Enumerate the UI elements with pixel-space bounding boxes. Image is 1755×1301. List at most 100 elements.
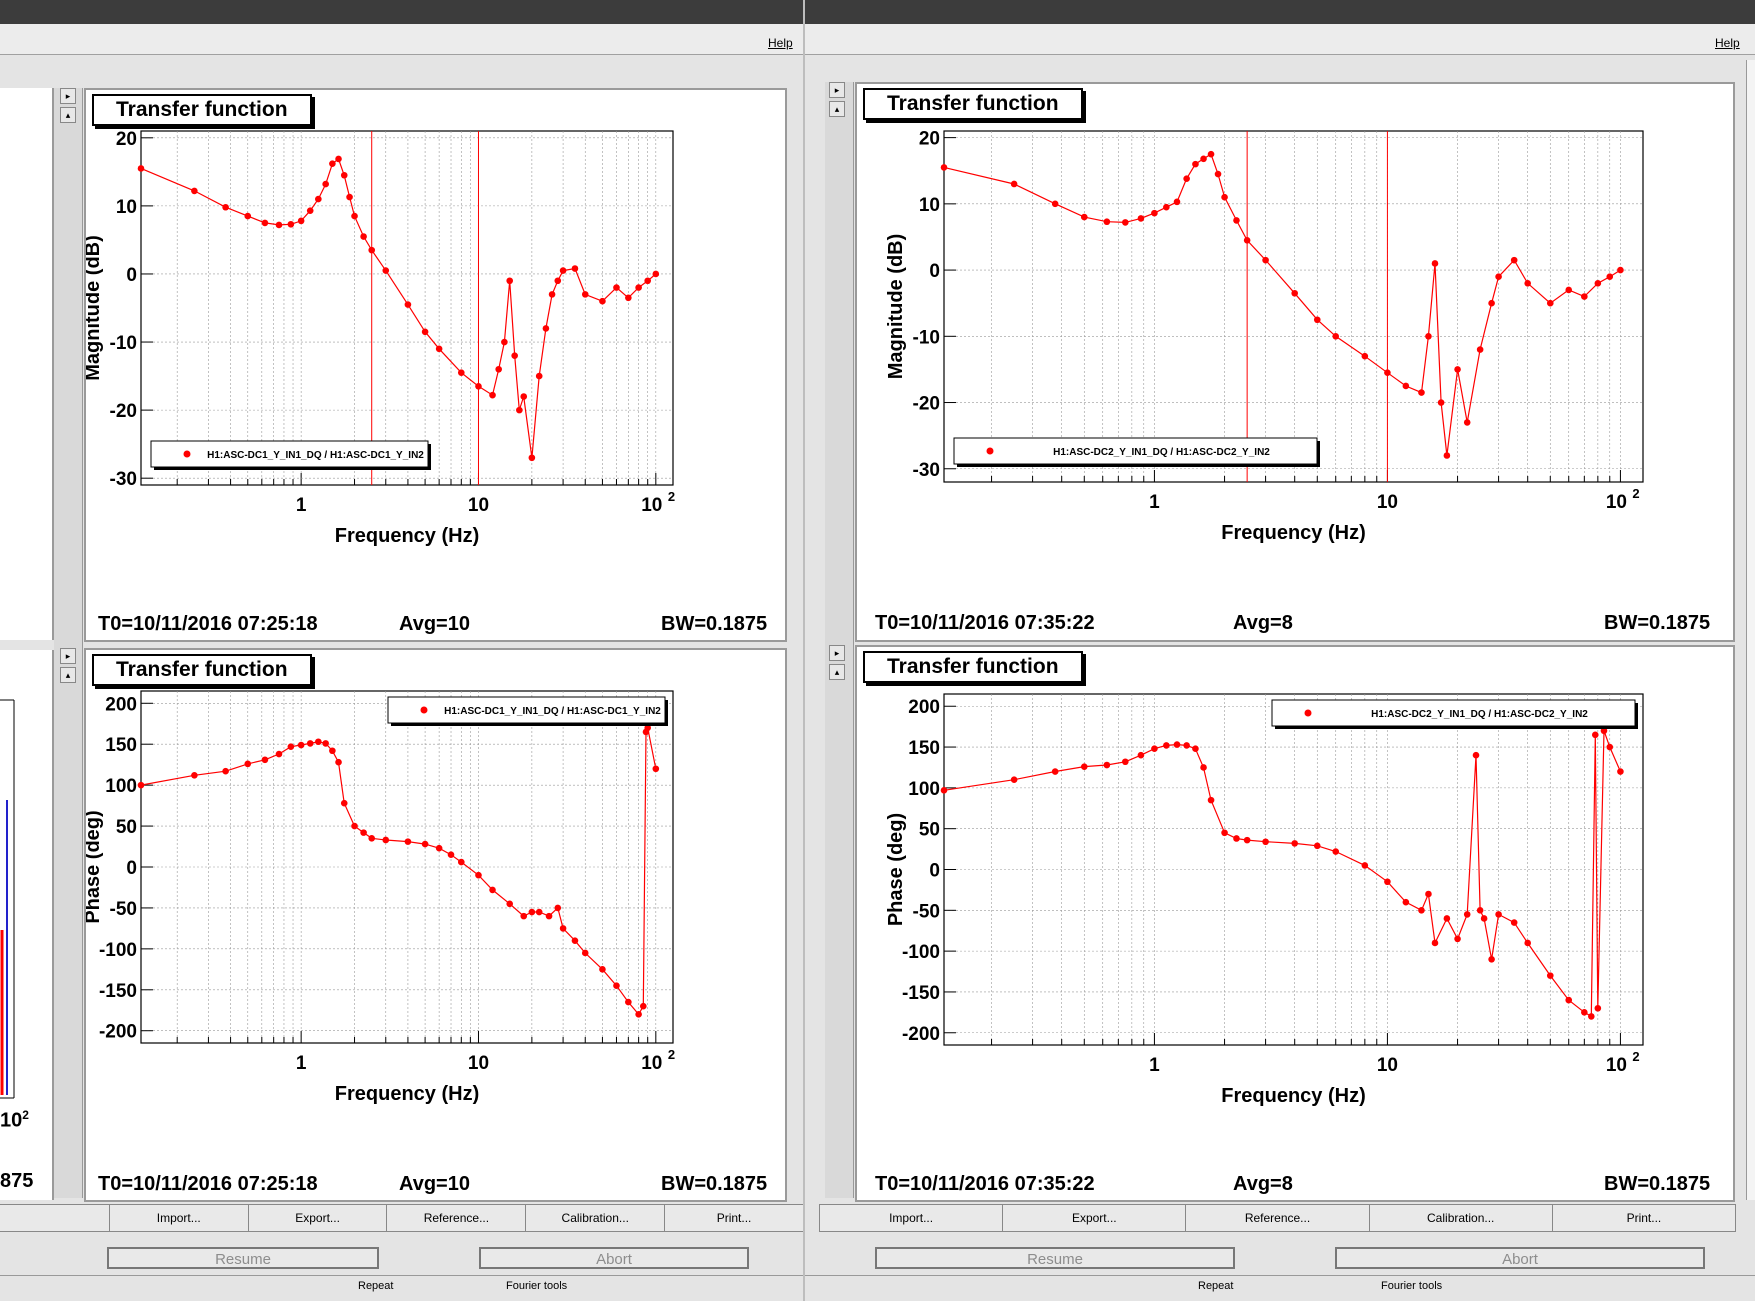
data-point: [528, 454, 536, 462]
data-point: [1173, 741, 1181, 748]
abort-button[interactable]: Abort: [1335, 1247, 1705, 1269]
data-point: [1361, 862, 1369, 869]
data-point: [368, 246, 376, 254]
data-point: [1233, 835, 1240, 842]
resume-button[interactable]: Resume: [875, 1247, 1235, 1269]
data-point: [1051, 768, 1059, 775]
data-point: [1122, 219, 1129, 226]
data-point: [1010, 180, 1018, 188]
data-point: [613, 284, 620, 291]
x-tick-label: 10: [641, 1053, 662, 1074]
panel-arrow-right-button[interactable]: ▸: [60, 648, 76, 664]
plot-panel-phase: Transfer function 200 150 100 50 0 -50 -100 -15…: [84, 648, 787, 1202]
data-point: [382, 267, 390, 274]
data-point: [1480, 915, 1488, 922]
y-tick-label: -30: [110, 469, 137, 490]
y-tick-label: -20: [913, 394, 940, 415]
repeat-option[interactable]: Repeat: [1198, 1280, 1234, 1292]
data-point: [275, 221, 283, 229]
data-point: [1151, 745, 1158, 752]
data-point: [421, 328, 429, 336]
panel-arrow-up-button[interactable]: ▴: [60, 667, 76, 683]
panel-arrow-right-button[interactable]: ▸: [829, 645, 845, 661]
y-tick-label: 150: [908, 738, 940, 759]
x-tick-label: 10: [1606, 492, 1627, 513]
panel-arrow-right-button[interactable]: ▸: [60, 88, 76, 104]
data-point: [404, 301, 412, 308]
reference-button[interactable]: Reference...: [1185, 1204, 1370, 1232]
data-point: [940, 787, 948, 794]
export-button[interactable]: Export...: [1002, 1204, 1187, 1232]
y-axis-label: Phase (deg): [86, 810, 104, 923]
data-point: [1431, 939, 1439, 947]
data-point: [360, 829, 367, 836]
help-menu[interactable]: Help: [1715, 36, 1740, 50]
panel-arrow-up-button[interactable]: ▴: [60, 107, 76, 123]
data-point: [613, 982, 620, 989]
data-point: [222, 203, 229, 211]
magnitude-chart: 20 10 0 -10 -20 -30 1 10 10 2 Frequency (Hz) Magnit…: [885, 129, 1644, 544]
data-point: [1243, 236, 1251, 244]
data-point: [1617, 768, 1624, 775]
data-point: [1183, 175, 1190, 182]
legend-label: H1:ASC-DC1_Y_IN1_DQ / H1:ASC-DC1_Y_IN2: [207, 450, 424, 461]
reference-button[interactable]: Reference...: [386, 1204, 527, 1232]
import-button[interactable]: Import...: [108, 1204, 249, 1232]
data-point: [368, 835, 376, 842]
data-point: [581, 291, 589, 298]
plot-title: Transfer function: [863, 88, 1083, 120]
export-button[interactable]: Export...: [247, 1204, 388, 1232]
data-point: [635, 1011, 642, 1018]
print-button[interactable]: Print...: [664, 1204, 803, 1232]
legend-marker: [1304, 709, 1312, 717]
data-point: [1010, 776, 1018, 784]
data-point: [322, 180, 329, 188]
data-point: [652, 765, 660, 773]
data-point: [1361, 352, 1369, 360]
calibration-button[interactable]: Calibration...: [525, 1204, 666, 1232]
legend-marker: [420, 706, 428, 714]
print-button[interactable]: Print...: [1551, 1204, 1737, 1232]
data-point: [501, 338, 508, 346]
fourier-tools-option[interactable]: Fourier tools: [1381, 1280, 1443, 1292]
panel-arrow-right-button[interactable]: ▸: [829, 82, 845, 98]
y-tick-label: 10: [116, 197, 137, 218]
data-point: [1454, 366, 1461, 373]
fourier-tools-option[interactable]: Fourier tools: [506, 1280, 568, 1292]
x-axis-label: Frequency (Hz): [1221, 522, 1365, 544]
legend-box: [953, 437, 1318, 465]
import-button[interactable]: Import...: [819, 1204, 1004, 1232]
calibration-button[interactable]: Calibration...: [1368, 1204, 1553, 1232]
data-point: [1200, 764, 1207, 771]
data-point: [644, 724, 652, 732]
repeat-option[interactable]: Repeat: [358, 1280, 394, 1292]
data-point: [535, 908, 543, 916]
help-menu[interactable]: Help: [768, 36, 793, 50]
window-titlebar: [0, 0, 803, 24]
data-point: [506, 277, 514, 285]
data-point: [297, 741, 305, 749]
legend-box: [1271, 699, 1636, 727]
data-point: [1221, 829, 1228, 837]
x-tick-label: 10: [1377, 1055, 1398, 1076]
data-point: [635, 284, 642, 291]
panel-arrow-up-button[interactable]: ▴: [829, 664, 845, 680]
data-point: [1183, 742, 1190, 749]
plot-panel-magnitude: Transfer function 20 10 0 -10 -20 -30 1 10 10 2 Fr…: [855, 82, 1735, 642]
data-point: [315, 195, 322, 203]
avg-label: Avg=8: [1233, 612, 1293, 634]
x-tick-label: 10: [1606, 1055, 1627, 1076]
data-point: [652, 270, 660, 278]
panel-arrow-up-button[interactable]: ▴: [829, 101, 845, 117]
blank-button[interactable]: [0, 1204, 110, 1232]
data-point: [275, 750, 283, 758]
bw-label: BW=0.1875: [661, 613, 768, 635]
resume-button[interactable]: Resume: [107, 1247, 379, 1269]
data-point: [287, 743, 295, 750]
y-tick-label: -200: [99, 1022, 137, 1043]
data-point: [528, 908, 536, 916]
y-axis-label: Phase (deg): [885, 813, 907, 926]
data-point: [1200, 155, 1207, 163]
abort-button[interactable]: Abort: [479, 1247, 749, 1269]
data-point: [489, 886, 496, 894]
